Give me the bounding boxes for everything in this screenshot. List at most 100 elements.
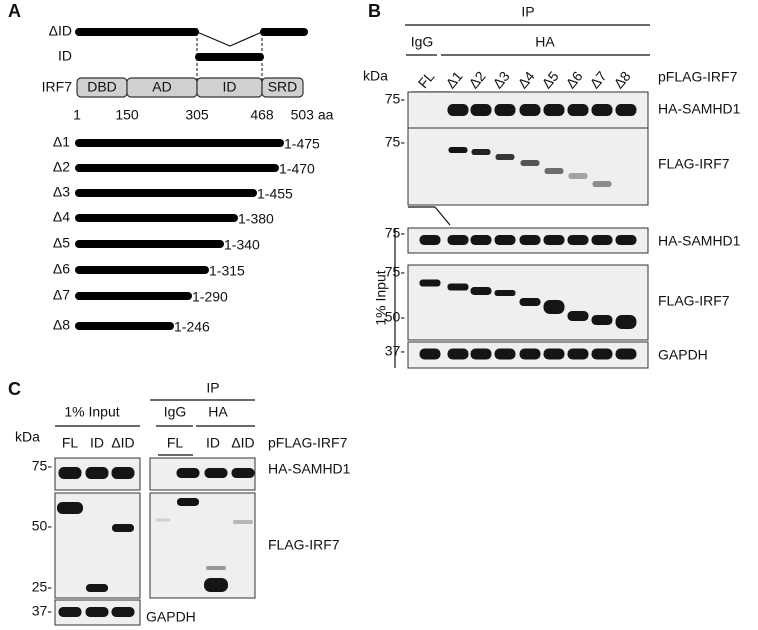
band [519,298,541,306]
blot-shapes [54,24,650,626]
band [470,287,492,295]
domain-label: AD [152,79,171,95]
position-label: 305 [185,107,209,123]
lane-label: Δ3 [489,68,512,92]
construct-range: 1-380 [238,211,274,227]
construct-name: Δ6 [53,261,70,277]
row-label: ΔID [49,23,72,39]
band [419,279,441,287]
rule [434,206,451,226]
position-label: 150 [115,107,139,123]
construct-range: 1-246 [174,319,210,335]
size-marker: 37- [32,603,53,619]
band [471,149,491,155]
band [447,235,469,245]
antibody-label: FLAG-IRF7 [658,156,730,172]
band [57,502,83,514]
header: IgG [164,404,187,420]
antibody-label: GAPDH [658,347,708,363]
band [470,104,492,116]
panel-label: C [8,379,21,399]
size-marker: 37- [385,343,406,359]
lane-label: ΔID [111,435,134,451]
band [520,160,540,166]
band [85,607,109,617]
construct-name: Δ1 [53,134,70,150]
band [494,104,516,116]
antibody-label: HA-SAMHD1 [268,461,351,477]
construct-range: 1-290 [192,289,228,305]
lane-label: Δ7 [586,68,609,92]
band [567,104,589,116]
band [156,518,170,522]
position-label: 503 aa [291,107,334,123]
band [86,584,108,592]
band [204,468,228,478]
lane-label: Δ1 [442,68,465,92]
band [543,235,565,245]
unit: kDa [363,68,388,84]
construct-name: Δ5 [53,235,70,251]
band [176,468,200,478]
band [567,311,589,321]
header: IgG [411,34,434,50]
domain-label: DBD [87,79,117,95]
construct-name: Δ8 [53,317,70,333]
band [615,104,637,116]
size-marker: 75- [385,134,406,150]
input-label: 1% Input [373,270,389,325]
antibody-label: FLAG-IRF7 [268,537,340,553]
header: IP [521,4,534,20]
blot [407,127,649,206]
band [111,607,135,617]
blot [149,492,256,599]
band [233,520,253,524]
band [519,104,541,116]
band [568,173,588,179]
plasmid-label: pFLAG-IRF7 [658,69,738,85]
header: IP [206,380,219,396]
panel-label: B [368,1,381,21]
band [615,235,637,245]
band [591,235,613,245]
band [543,348,565,360]
band [494,348,516,360]
band [419,348,441,360]
lane-label: ΔID [231,435,254,451]
band [58,467,82,479]
plasmid-label: pFLAG-IRF7 [268,435,348,451]
band [567,235,589,245]
band [519,348,541,360]
lane-label: Δ8 [610,68,633,92]
lane-label: Δ2 [465,68,488,92]
lane-label: FL [62,435,79,451]
position-label: 468 [250,107,274,123]
lane-label: ID [206,435,220,451]
lane-label: FL [415,68,438,91]
deletion-link [196,31,263,47]
schematic [75,28,308,98]
header: HA [208,404,228,420]
band [591,348,613,360]
header: 1% Input [64,404,119,420]
band [206,566,226,570]
band [591,104,613,116]
size-marker: 75- [385,91,406,107]
band [519,235,541,245]
band [204,578,228,592]
band [85,467,109,479]
band [447,348,469,360]
band [544,168,564,174]
construct-range: 1-455 [257,186,293,202]
lane-label: Δ5 [538,68,561,92]
size-marker: 75- [385,225,406,241]
size-marker: 50- [32,518,53,534]
domain-label: SRD [268,79,298,95]
construct-name: Δ3 [53,184,70,200]
band [494,235,516,245]
construct-name: Δ4 [53,209,70,225]
band [615,348,637,360]
construct-range: 1-475 [284,136,320,152]
size-marker: 75- [385,264,406,280]
